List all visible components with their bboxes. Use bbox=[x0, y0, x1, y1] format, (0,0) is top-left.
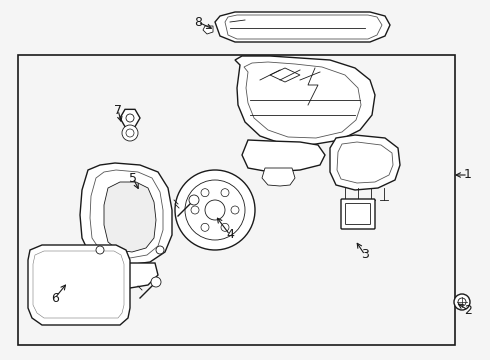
Circle shape bbox=[175, 170, 255, 250]
Circle shape bbox=[221, 189, 229, 197]
Polygon shape bbox=[244, 62, 361, 138]
Circle shape bbox=[126, 129, 134, 137]
Circle shape bbox=[126, 114, 134, 122]
Polygon shape bbox=[203, 26, 213, 34]
Text: 4: 4 bbox=[226, 229, 234, 242]
Circle shape bbox=[458, 298, 466, 306]
FancyBboxPatch shape bbox=[341, 199, 375, 229]
Polygon shape bbox=[330, 135, 400, 190]
Circle shape bbox=[185, 180, 245, 240]
Polygon shape bbox=[235, 56, 375, 145]
Text: 5: 5 bbox=[129, 171, 137, 184]
FancyBboxPatch shape bbox=[345, 203, 370, 225]
Polygon shape bbox=[120, 109, 140, 127]
Polygon shape bbox=[262, 168, 295, 186]
Polygon shape bbox=[270, 68, 300, 82]
Bar bbox=[258, 102, 288, 120]
Polygon shape bbox=[225, 15, 382, 39]
Polygon shape bbox=[33, 251, 124, 318]
Polygon shape bbox=[242, 140, 325, 172]
Polygon shape bbox=[337, 142, 393, 183]
Polygon shape bbox=[104, 182, 156, 252]
Circle shape bbox=[191, 206, 199, 214]
Polygon shape bbox=[80, 163, 172, 265]
Circle shape bbox=[122, 125, 138, 141]
Text: 6: 6 bbox=[51, 292, 59, 305]
Text: 1: 1 bbox=[464, 168, 472, 181]
Text: 2: 2 bbox=[464, 303, 472, 316]
Circle shape bbox=[221, 223, 229, 231]
Circle shape bbox=[151, 277, 161, 287]
Circle shape bbox=[231, 206, 239, 214]
Polygon shape bbox=[215, 12, 390, 42]
Polygon shape bbox=[28, 245, 130, 325]
Text: 3: 3 bbox=[361, 248, 369, 261]
Circle shape bbox=[205, 200, 225, 220]
Polygon shape bbox=[115, 263, 158, 288]
Circle shape bbox=[454, 294, 470, 310]
Bar bbox=[18, 55, 455, 345]
Polygon shape bbox=[90, 170, 163, 258]
Circle shape bbox=[189, 195, 199, 205]
Circle shape bbox=[201, 189, 209, 197]
Circle shape bbox=[156, 246, 164, 254]
Bar bbox=[295, 102, 323, 120]
Text: 8: 8 bbox=[194, 15, 202, 28]
Circle shape bbox=[96, 246, 104, 254]
Circle shape bbox=[201, 223, 209, 231]
Text: 7: 7 bbox=[114, 104, 122, 117]
